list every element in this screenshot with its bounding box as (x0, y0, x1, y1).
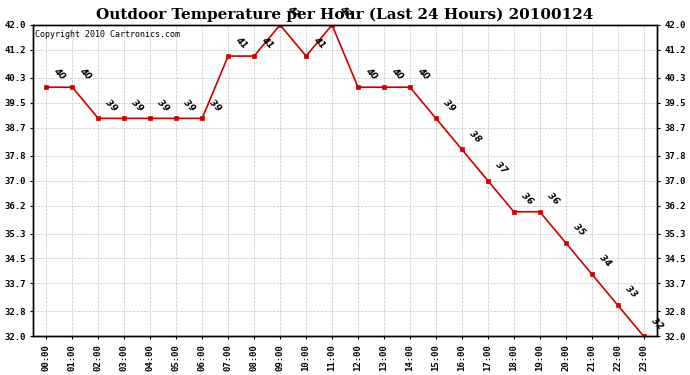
Title: Outdoor Temperature per Hour (Last 24 Hours) 20100124: Outdoor Temperature per Hour (Last 24 Ho… (97, 8, 593, 22)
Text: 40: 40 (390, 66, 405, 82)
Text: 41: 41 (259, 35, 275, 51)
Text: 39: 39 (130, 98, 145, 113)
Text: 40: 40 (415, 66, 431, 82)
Text: 38: 38 (467, 129, 482, 144)
Text: 39: 39 (104, 98, 119, 113)
Text: 40: 40 (364, 66, 379, 82)
Text: Copyright 2010 Cartronics.com: Copyright 2010 Cartronics.com (34, 30, 179, 39)
Text: 39: 39 (208, 98, 223, 113)
Text: 35: 35 (571, 222, 586, 237)
Text: 37: 37 (493, 160, 509, 175)
Text: 39: 39 (442, 98, 457, 113)
Text: 39: 39 (181, 98, 197, 113)
Text: 36: 36 (520, 191, 535, 206)
Text: 42: 42 (286, 4, 301, 20)
Text: 33: 33 (623, 284, 638, 300)
Text: 34: 34 (598, 253, 613, 268)
Text: 42: 42 (337, 4, 353, 20)
Text: 32: 32 (649, 315, 664, 331)
Text: 36: 36 (545, 191, 560, 206)
Text: 41: 41 (312, 35, 327, 51)
Text: 39: 39 (156, 98, 171, 113)
Text: 41: 41 (234, 35, 249, 51)
Text: 40: 40 (52, 66, 67, 82)
Text: 40: 40 (78, 66, 93, 82)
